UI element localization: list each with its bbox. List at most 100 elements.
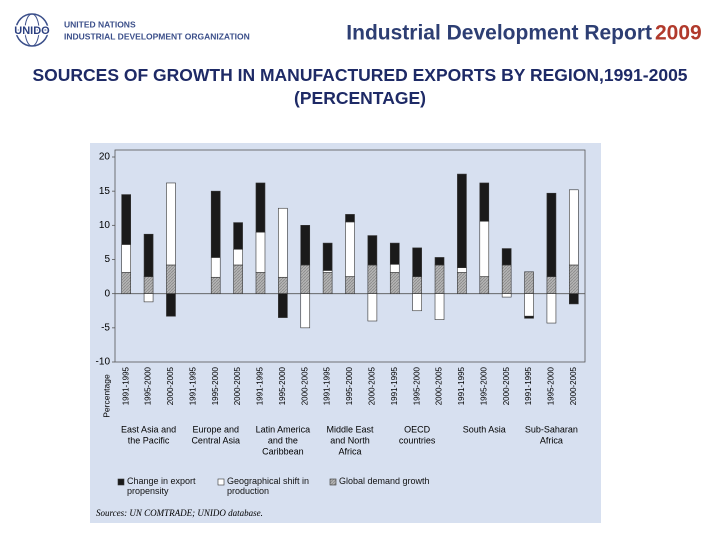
bar-segment (412, 276, 422, 294)
logo-text: UNIDO (14, 25, 50, 37)
bar-segment (255, 231, 266, 273)
bar-segment (322, 270, 333, 273)
x-tick-label: 1995-2000 (345, 366, 354, 405)
bar-segment (255, 182, 266, 233)
group-label: OECD (404, 424, 431, 434)
bar-segment (255, 272, 266, 294)
bar-segment (546, 276, 557, 294)
bar-segment (278, 207, 288, 278)
report-title: Industrial Development Report (346, 22, 652, 45)
bar-segment (121, 194, 131, 245)
bar-segment (479, 220, 490, 277)
bar-segment (501, 293, 512, 298)
bar-segment (569, 264, 579, 294)
bar-segment (434, 257, 445, 266)
bar-segment (210, 276, 221, 294)
bar-segment (300, 264, 311, 294)
bar-segment (457, 267, 467, 273)
title-box: SOURCES OF GROWTH IN MANUFACTURED EXPORT… (32, 65, 688, 108)
x-tick-label: 1995-2000 (278, 366, 287, 405)
bar-segment (322, 242, 333, 271)
bar-segment (322, 272, 333, 294)
x-tick-label: 2000-2005 (502, 366, 511, 405)
logo: UNIDO (13, 13, 51, 47)
bar-segment (166, 264, 176, 294)
bar-segment (367, 293, 378, 322)
bar-segment (412, 293, 422, 312)
x-tick-label: 1991-1995 (256, 366, 265, 405)
bar-segment (210, 190, 221, 258)
y-axis-label: Percentage (101, 374, 111, 418)
y-tick-label: 20 (99, 152, 111, 163)
x-tick-label: 2000-2005 (367, 366, 376, 405)
plot-frame (114, 149, 586, 363)
group-label: Central Asia (191, 435, 240, 445)
legend-swatch (117, 478, 125, 486)
bar-segment (143, 233, 154, 277)
bar-segment (479, 182, 490, 222)
legend-label: Change in export propensity (127, 476, 196, 496)
legend-swatch (329, 478, 337, 486)
bar-segment (300, 225, 311, 266)
bar-segment (143, 293, 154, 303)
group-label: Africa (540, 435, 563, 445)
x-tick-label: 1995-2000 (144, 366, 153, 405)
x-tick-label: 1995-2000 (479, 366, 488, 405)
x-tick-label: 1991-1995 (390, 366, 399, 405)
group-label: South Asia (463, 424, 506, 434)
x-tick-label: 1991-1995 (323, 366, 332, 405)
bar-segment (524, 271, 534, 294)
bar-segment (457, 272, 467, 294)
bar-segment (434, 293, 445, 320)
group-label: Africa (338, 446, 361, 456)
bar-segment (143, 276, 154, 294)
group-label: and North (330, 435, 370, 445)
y-tick-label: 0 (104, 288, 110, 299)
bar-segment (389, 242, 400, 265)
x-tick-label: 1995-2000 (412, 366, 421, 405)
group-label: countries (399, 435, 436, 445)
group-label: Latin America (256, 424, 311, 434)
x-tick-label: 1995-2000 (211, 366, 220, 405)
bar-segment (345, 221, 355, 277)
source-note: Sources: UN COMTRADE; UNIDO database. (96, 508, 263, 518)
group-label: East Asia and (121, 424, 176, 434)
x-tick-label: 1995-2000 (547, 366, 556, 405)
legend-box: Geographical shift in production (227, 476, 310, 496)
chart-title: SOURCES OF GROWTH IN MANUFACTURED EXPORT… (32, 65, 688, 108)
legend-swatch (217, 478, 225, 486)
bar-segment (569, 293, 579, 305)
x-tick-label: 2000-2005 (233, 366, 242, 405)
bar-segment (233, 264, 243, 294)
group-label: and the (268, 435, 298, 445)
bar-segment (367, 264, 378, 294)
legend-box: Change in export propensity (127, 476, 196, 496)
group-label: Middle East (326, 424, 374, 434)
bar-segment (524, 315, 534, 319)
x-tick-label: 1991-1995 (188, 366, 197, 405)
bar-segment (501, 264, 512, 294)
bar-segment (166, 182, 176, 266)
x-tick-label: 1991-1995 (524, 366, 533, 405)
bar-segment (546, 293, 557, 324)
y-tick-label: 5 (104, 254, 110, 265)
bar-segment (166, 293, 176, 317)
bar-segment (278, 276, 288, 294)
legend-label: Geographical shift in production (227, 476, 310, 496)
org-line: UNITED NATIONS (64, 19, 136, 29)
bar-segment (210, 257, 221, 278)
bar-segment (479, 276, 490, 294)
x-tick-label: 1991-1995 (457, 366, 466, 405)
bar-segment (524, 293, 534, 317)
bar-segment (569, 189, 579, 266)
bar-segment (278, 293, 288, 318)
group-label: the Pacific (128, 435, 170, 445)
y-tick-label: 10 (99, 220, 111, 231)
bar-segment (367, 235, 378, 266)
bar-segment (389, 272, 400, 294)
x-tick-label: 1991-1995 (121, 366, 130, 405)
report-year: 2009 (655, 22, 702, 45)
bar-segment (546, 192, 557, 277)
